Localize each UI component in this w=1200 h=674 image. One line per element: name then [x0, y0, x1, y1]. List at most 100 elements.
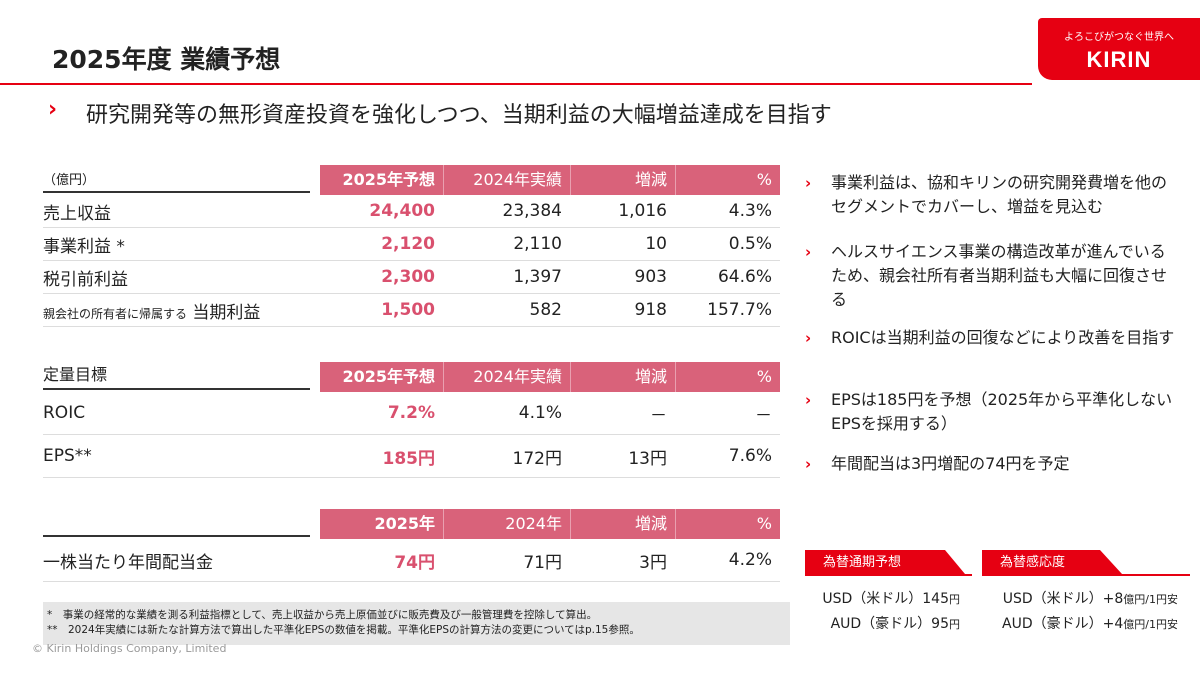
table-row: 売上収益 24,400 23,384 1,016 4.3% [43, 195, 780, 228]
row-label-main: 当期利益 [192, 302, 261, 323]
cell: 903 [634, 267, 667, 287]
cell: 13円 [628, 448, 667, 469]
fx-value: +8 [1102, 591, 1124, 607]
title-divider [0, 83, 1032, 85]
row-label: 売上収益 [43, 203, 111, 224]
table-row: 一株当たり年間配当金 74円 71円 3円 4.2% [43, 539, 780, 582]
fx-forecast-aud: AUD（豪ドル）95円 [805, 613, 960, 633]
fx-forecast-usd: USD（米ドル）145円 [805, 588, 960, 608]
logo-tagline: よろこびがつなぐ世界へ [1064, 32, 1174, 43]
row-label: ROIC [43, 403, 86, 423]
section-label: 定量目標 [43, 361, 310, 390]
table-row: 事業利益 * 2,120 2,110 10 0.5% [43, 228, 780, 261]
cell: 172円 [512, 448, 562, 469]
cell: 4.3% [728, 201, 772, 221]
fx-sensitivity-usd: USD（米ドル）+8億円/1円安 [982, 588, 1178, 608]
bullet-text: ヘルスサイエンス事業の構造改革が進んでいるため、親会社所有者当期利益も大幅に回復… [831, 242, 1168, 309]
cell: 64.6% [717, 267, 772, 287]
fx-value: +4 [1102, 616, 1124, 632]
cell: 1,500 [381, 300, 435, 320]
row-label: 税引前利益 [43, 269, 128, 290]
fx-forecast-header: 為替通期予想 [805, 550, 972, 576]
kpi-target-table: 定量目標 2025年予想 2024年実績 増減 % ROIC 7.2% 4.1% － －… [43, 362, 780, 478]
column-header: 増減 [570, 362, 675, 392]
fx-unit: 円 [949, 618, 960, 631]
unit-label: （億円） [43, 169, 310, 193]
cell: 4.1% [518, 403, 562, 423]
cell: 7.2% [387, 403, 435, 423]
table-row: EPS** 185円 172円 13円 7.6% [43, 435, 780, 478]
fx-forecast-title: 為替通期予想 [823, 555, 902, 570]
fx-sensitivity-aud: AUD（豪ドル）+4億円/1円安 [982, 613, 1178, 633]
dividend-table: 2025年 2024年 増減 % 一株当たり年間配当金 74円 71円 3円 4.2% [43, 509, 780, 582]
fx-value: 95 [931, 616, 949, 632]
cell: 0.5% [728, 234, 772, 254]
column-header: % [675, 509, 780, 539]
cell: 1,016 [618, 201, 667, 221]
column-header: 2025年予想 [342, 367, 435, 386]
kirin-logo: よろこびがつなぐ世界へ KIRIN [1038, 18, 1200, 80]
copyright: © Kirin Holdings Company, Limited [32, 642, 227, 655]
fx-sensitivity-header: 為替感応度 [982, 550, 1190, 576]
column-header: 増減 [570, 509, 675, 539]
subtitle: 研究開発等の無形資産投資を強化しつつ、当期利益の大幅増益達成を目指す [86, 103, 832, 128]
bullet-item: › ヘルスサイエンス事業の構造改革が進んでいるため、親会社所有者当期利益も大幅に回… [805, 240, 1180, 312]
column-header: 2025年 [374, 514, 435, 533]
fx-unit: 億円/1円安 [1123, 593, 1178, 606]
fx-unit: 億円/1円安 [1123, 618, 1178, 631]
fx-label: USD（米ドル） [1002, 591, 1103, 607]
logo-brand: KIRIN [1086, 47, 1152, 72]
column-header: % [675, 362, 780, 392]
table-row: 税引前利益 2,300 1,397 903 64.6% [43, 261, 780, 294]
column-header: 増減 [570, 165, 675, 195]
cell: 582 [529, 300, 562, 320]
bullet-item: › 事業利益は、協和キリンの研究開発費増を他のセグメントでカバーし、増益を見込む [805, 171, 1180, 219]
footnote: * 事業の経常的な業績を測る利益指標として、売上収益から売上原価並びに販売費及び… [47, 609, 598, 621]
cell: 1,397 [513, 267, 562, 287]
cell: 71円 [523, 552, 562, 573]
column-header: 2024年 [443, 509, 570, 539]
row-label: 一株当たり年間配当金 [43, 552, 213, 573]
cell: 3円 [639, 552, 667, 573]
bullet-item: › 年間配当は3円増配の74円を予定 [805, 452, 1180, 476]
fx-label: AUD（豪ドル） [830, 616, 932, 632]
chevron-right-icon: › [805, 391, 812, 409]
bullet-text: EPSは185円を予想（2025年から平準化しないEPSを採用する） [831, 390, 1173, 433]
bullet-text: 年間配当は3円増配の74円を予定 [831, 454, 1070, 473]
financial-forecast-table: （億円） 2025年予想 2024年実績 増減 % 売上収益 24,400 23,3… [43, 165, 780, 327]
bullet-item: › EPSは185円を予想（2025年から平準化しないEPSを採用する） [805, 388, 1180, 436]
cell: － [650, 405, 667, 426]
row-label-prefix: 親会社の所有者に帰属する [43, 306, 188, 321]
table-row: ROIC 7.2% 4.1% － － [43, 392, 780, 435]
chevron-right-icon: › [805, 243, 812, 261]
column-header: 2025年予想 [342, 170, 435, 189]
fx-value: 145 [922, 591, 949, 607]
bullet-text: ROICは当期利益の回復などにより改善を目指す [831, 328, 1175, 347]
fx-label: AUD（豪ドル） [1002, 616, 1103, 632]
header-underline [43, 532, 310, 537]
cell: 7.6% [728, 446, 772, 466]
chevron-right-icon: › [805, 455, 812, 473]
cell: 157.7% [707, 300, 772, 320]
cell: 918 [634, 300, 667, 320]
fx-unit: 円 [949, 593, 960, 606]
cell: 185円 [382, 448, 436, 469]
chevron-right-icon: › [48, 97, 58, 122]
footnotes: * 事業の経常的な業績を測る利益指標として、売上収益から売上原価並びに販売費及び… [43, 602, 790, 645]
column-header: 2024年実績 [443, 165, 570, 195]
cell: 2,110 [513, 234, 562, 254]
chevron-right-icon: › [805, 329, 812, 347]
bullet-text: 事業利益は、協和キリンの研究開発費増を他のセグメントでカバーし、増益を見込む [831, 173, 1168, 216]
row-label: 親会社の所有者に帰属する 当期利益 [43, 298, 320, 323]
cell: 10 [645, 234, 667, 254]
cell: 23,384 [502, 201, 562, 221]
cell: 24,400 [369, 201, 435, 221]
fx-sensitivity-title: 為替感応度 [1000, 555, 1066, 570]
chevron-right-icon: › [805, 174, 812, 192]
cell: 74円 [394, 552, 435, 573]
fx-label: USD（米ドル） [822, 591, 923, 607]
footnote: ** 2024年実績には新たな計算方法で算出した平準化EPSの数値を掲載。平準化… [47, 624, 640, 636]
table-row: 親会社の所有者に帰属する 当期利益 1,500 582 918 157.7% [43, 294, 780, 327]
cell: 2,120 [381, 234, 435, 254]
page-title: 2025年度 業績予想 [52, 45, 281, 74]
